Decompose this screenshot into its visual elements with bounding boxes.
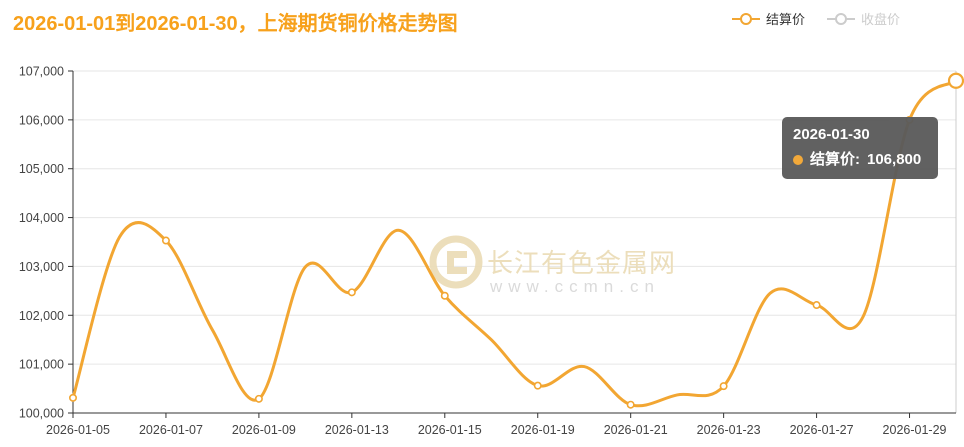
legend-label: 结算价 xyxy=(765,12,805,27)
x-axis-label: 2026-01-15 xyxy=(418,423,482,437)
series-line-settlement xyxy=(71,79,958,408)
legend: 结算价 收盘价 xyxy=(731,9,900,28)
data-point-marker[interactable] xyxy=(69,393,78,402)
data-point-marker[interactable] xyxy=(905,115,914,124)
y-axis-label: 103,000 xyxy=(19,260,64,274)
y-axis-label: 102,000 xyxy=(19,309,64,323)
y-axis-label: 105,000 xyxy=(19,162,64,176)
x-axis-label: 2026-01-27 xyxy=(790,423,854,437)
x-axis-label: 2026-01-07 xyxy=(139,423,203,437)
watermark-url: www.ccmn.cn xyxy=(489,277,660,296)
data-point-marker[interactable] xyxy=(440,291,449,300)
y-axis-label: 107,000 xyxy=(19,65,64,79)
data-point-marker[interactable] xyxy=(254,394,263,403)
x-axis-label: 2026-01-23 xyxy=(697,423,761,437)
y-axis-label: 100,000 xyxy=(19,407,64,421)
x-axis-label: 2026-01-09 xyxy=(232,423,296,437)
x-axis-label: 2026-01-05 xyxy=(46,423,110,437)
legend-item-closing-price[interactable]: 收盘价 xyxy=(826,9,900,28)
highlighted-point-marker[interactable] xyxy=(947,72,964,89)
data-point-marker[interactable] xyxy=(347,288,356,297)
watermark-logo-icon xyxy=(429,235,483,289)
data-point-marker[interactable] xyxy=(812,301,821,310)
line-circle-icon xyxy=(826,12,855,25)
y-axis-label: 106,000 xyxy=(19,113,64,127)
x-axis-label: 2026-01-29 xyxy=(883,423,947,437)
watermark-text: 长江有色金属网 xyxy=(487,248,676,278)
legend-item-settlement-price[interactable]: 结算价 xyxy=(731,9,805,28)
x-axis-label: 2026-01-13 xyxy=(325,423,389,437)
data-point-marker[interactable] xyxy=(719,382,728,391)
data-point-marker[interactable] xyxy=(161,236,170,245)
legend-label: 收盘价 xyxy=(860,12,900,27)
chart-title: 2026-01-01到2026-01-30，上海期货铜价格走势图 xyxy=(13,13,458,35)
data-point-marker[interactable] xyxy=(533,381,542,390)
line-circle-icon xyxy=(731,12,760,25)
data-point-marker[interactable] xyxy=(626,400,635,409)
watermark-logo-glyph xyxy=(447,251,467,274)
y-axis-label: 104,000 xyxy=(19,211,64,225)
x-axis-label: 2026-01-21 xyxy=(604,423,668,437)
x-axis-label: 2026-01-19 xyxy=(511,423,575,437)
y-axis-label: 101,000 xyxy=(19,358,64,372)
